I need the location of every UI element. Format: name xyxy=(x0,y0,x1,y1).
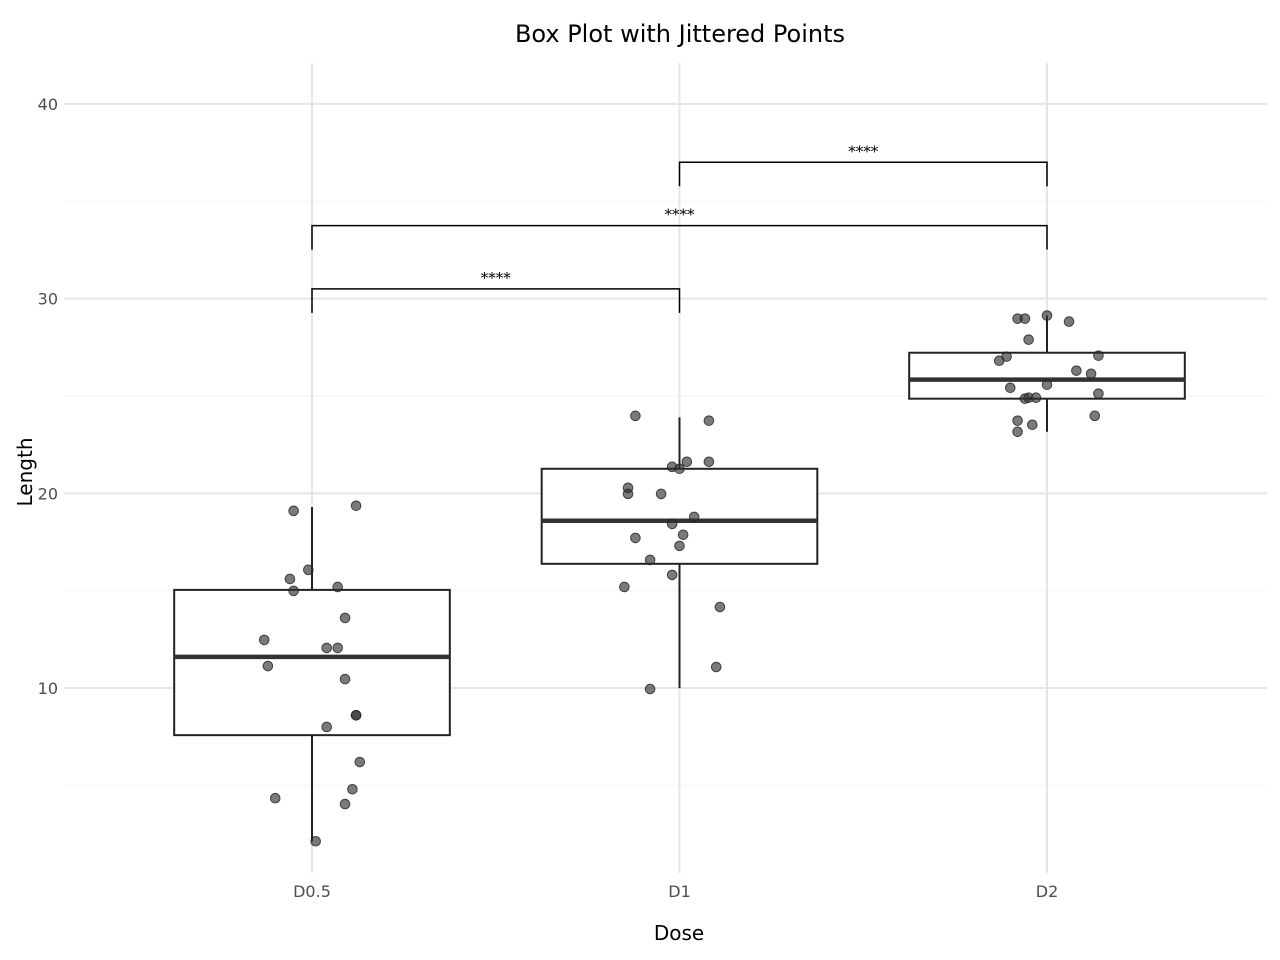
data-point xyxy=(710,661,722,673)
box-iqr xyxy=(908,351,1186,400)
x-tick-label: D1 xyxy=(668,882,691,901)
y-axis-label: Length xyxy=(13,438,37,507)
box-iqr xyxy=(540,467,819,565)
data-point xyxy=(1019,313,1031,324)
data-point xyxy=(288,585,299,597)
significance-label: **** xyxy=(848,142,879,160)
data-point xyxy=(619,581,630,593)
data-point xyxy=(1041,310,1053,321)
y-tick-label: 30 xyxy=(38,290,58,309)
significance-brackets: **** **** **** xyxy=(311,142,1048,313)
data-point xyxy=(681,456,693,468)
y-tick-label: 40 xyxy=(38,95,58,114)
data-point xyxy=(993,355,1005,367)
data-point xyxy=(1023,334,1034,345)
data-point xyxy=(339,612,351,624)
significance-label: **** xyxy=(665,206,696,224)
x-axis-ticks: D0.5 D1 D2 xyxy=(293,882,1058,901)
data-point xyxy=(1085,368,1097,380)
data-point xyxy=(644,554,656,566)
data-point xyxy=(332,581,344,593)
data-point xyxy=(1030,392,1042,404)
data-point xyxy=(269,792,281,804)
data-point xyxy=(1071,365,1082,376)
data-point xyxy=(350,500,362,512)
data-point xyxy=(1012,415,1023,426)
data-point xyxy=(1093,388,1104,399)
data-point xyxy=(677,529,689,541)
data-point xyxy=(1012,426,1023,438)
data-point xyxy=(1063,316,1075,327)
x-tick-label: D0.5 xyxy=(293,882,331,901)
data-point xyxy=(350,709,362,721)
data-point xyxy=(674,463,685,475)
data-point xyxy=(674,540,685,552)
data-point xyxy=(1041,379,1053,390)
data-point xyxy=(1019,393,1031,404)
comparison-bracket xyxy=(311,224,1048,250)
box-iqr xyxy=(173,588,451,737)
chart-title: Box Plot with Jittered Points xyxy=(515,20,845,48)
data-point xyxy=(1004,382,1016,394)
data-point xyxy=(321,721,333,733)
data-point xyxy=(284,573,296,585)
data-point xyxy=(1093,350,1104,361)
data-point xyxy=(303,564,314,576)
data-point xyxy=(630,532,641,544)
comparison-bracket xyxy=(678,161,1048,187)
x-tick-label: D2 xyxy=(1036,882,1059,901)
data-point xyxy=(703,415,715,426)
data-point xyxy=(688,511,700,523)
data-point xyxy=(354,756,366,768)
significance-label: **** xyxy=(481,269,512,287)
data-point xyxy=(310,835,321,847)
x-axis-label: Dose xyxy=(654,921,704,945)
data-point xyxy=(339,798,351,810)
data-point xyxy=(644,683,656,695)
comparison-bracket xyxy=(311,288,681,313)
data-point xyxy=(347,783,358,795)
data-point xyxy=(714,601,726,613)
data-point xyxy=(1089,410,1101,422)
data-point xyxy=(339,673,351,685)
y-tick-label: 20 xyxy=(38,484,58,503)
data-point xyxy=(1027,419,1038,431)
y-axis-ticks: 10 20 30 40 xyxy=(38,95,58,698)
data-point xyxy=(332,642,344,654)
jittered-points xyxy=(258,310,1104,847)
data-point xyxy=(666,518,678,530)
y-tick-label: 10 xyxy=(38,679,58,698)
data-point xyxy=(622,488,634,500)
data-point xyxy=(703,456,715,468)
data-point xyxy=(321,642,333,654)
data-point xyxy=(258,634,270,646)
data-point xyxy=(655,488,667,500)
data-point xyxy=(666,569,678,581)
data-point xyxy=(630,410,641,422)
boxes xyxy=(173,315,1186,842)
data-point xyxy=(288,505,299,517)
data-point xyxy=(262,660,274,672)
